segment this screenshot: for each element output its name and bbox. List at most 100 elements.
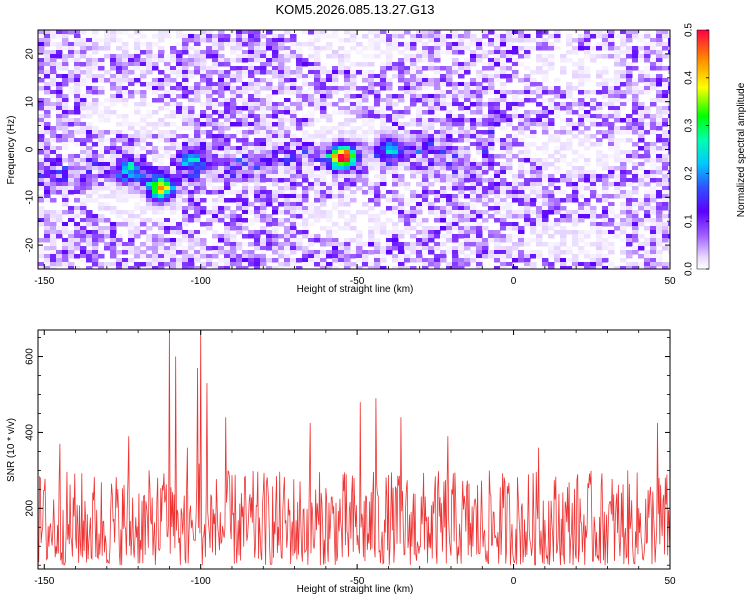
heatmap-cell	[548, 42, 555, 47]
heatmap-cell	[284, 126, 291, 131]
heatmap-cell	[38, 38, 45, 43]
heatmap-cell	[212, 154, 219, 159]
heatmap-cell	[542, 202, 549, 207]
heatmap-cell	[332, 178, 339, 183]
heatmap-cell	[386, 34, 393, 39]
heatmap-cell	[320, 94, 327, 99]
heatmap-cell	[446, 206, 453, 211]
heatmap-cell	[428, 110, 435, 115]
heatmap-cell	[578, 78, 585, 83]
heatmap-cell	[602, 82, 609, 87]
heatmap-cell	[236, 98, 243, 103]
heatmap-cell	[92, 166, 99, 171]
heatmap-cell	[572, 70, 579, 75]
heatmap-cell	[530, 134, 537, 139]
heatmap-cell	[80, 134, 87, 139]
heatmap-cell	[632, 186, 639, 191]
heatmap-cell	[500, 42, 507, 47]
heatmap-cell	[410, 82, 417, 87]
heatmap-cell	[188, 186, 195, 191]
heatmap-cell	[296, 54, 303, 59]
heatmap-cell	[368, 250, 375, 255]
heatmap-cell	[518, 250, 525, 255]
heatmap-cell	[434, 86, 441, 91]
heatmap-cell	[260, 214, 267, 219]
heatmap-cell	[530, 186, 537, 191]
heatmap-cell	[362, 158, 369, 163]
heatmap-cell	[374, 90, 381, 95]
heatmap-cell	[380, 50, 387, 55]
heatmap-cell	[224, 106, 231, 111]
heatmap-cell	[134, 170, 141, 175]
heatmap-cell	[404, 122, 411, 127]
heatmap-cell	[500, 222, 507, 227]
heatmap-cell	[572, 262, 579, 267]
heatmap-cell	[230, 78, 237, 83]
heatmap-cell	[398, 250, 405, 255]
heatmap-cell	[290, 230, 297, 235]
heatmap-cell	[530, 110, 537, 115]
heatmap-cell	[518, 78, 525, 83]
heatmap-cell	[44, 34, 51, 39]
heatmap-cell	[332, 74, 339, 79]
heatmap-cell	[440, 102, 447, 107]
heatmap-cell	[638, 198, 645, 203]
heatmap-cell	[584, 102, 591, 107]
heatmap-cell	[410, 58, 417, 63]
heatmap-cell	[224, 170, 231, 175]
heatmap-cell	[524, 46, 531, 51]
heatmap-cell	[632, 230, 639, 235]
heatmap-cell	[374, 198, 381, 203]
heatmap-cell	[410, 142, 417, 147]
heatmap-cell	[560, 142, 567, 147]
heatmap-cell	[122, 134, 129, 139]
heatmap-cell	[200, 130, 207, 135]
heatmap-cell	[206, 90, 213, 95]
heatmap-cell	[170, 50, 177, 55]
heatmap-cell	[350, 126, 357, 131]
heatmap-cell	[452, 30, 459, 35]
heatmap-cell	[140, 70, 147, 75]
heatmap-cell	[506, 58, 513, 63]
heatmap-cell	[644, 154, 651, 159]
heatmap-cell	[260, 218, 267, 223]
heatmap-cell	[590, 182, 597, 187]
heatmap-cell	[536, 90, 543, 95]
heatmap-cell	[182, 238, 189, 243]
heatmap-cell	[398, 262, 405, 267]
heatmap-cell	[140, 230, 147, 235]
heatmap-cell	[638, 38, 645, 43]
heatmap-cell	[422, 30, 429, 35]
heatmap-cell	[68, 182, 75, 187]
heatmap-cell	[560, 118, 567, 123]
heatmap-cell	[434, 206, 441, 211]
heatmap-cell	[302, 130, 309, 135]
heatmap-cell	[494, 166, 501, 171]
heatmap-cell	[470, 122, 477, 127]
heatmap-cell	[512, 66, 519, 71]
heatmap-cell	[650, 198, 657, 203]
heatmap-cell	[374, 150, 381, 155]
heatmap-cell	[650, 250, 657, 255]
heatmap-cell	[668, 234, 670, 239]
heatmap-cell	[584, 138, 591, 143]
heatmap-cell	[572, 102, 579, 107]
heatmap-cell	[458, 86, 465, 91]
heatmap-cell	[470, 94, 477, 99]
heatmap-cell	[158, 30, 165, 35]
heatmap-cell	[308, 254, 315, 259]
heatmap-cell	[386, 134, 393, 139]
heatmap-cell	[110, 58, 117, 63]
heatmap-cell	[44, 234, 51, 239]
heatmap-cell	[554, 202, 561, 207]
heatmap-cell	[464, 66, 471, 71]
heatmap-cell	[650, 246, 657, 251]
heatmap-cell	[392, 170, 399, 175]
heatmap-cell	[266, 42, 273, 47]
heatmap-cell	[266, 138, 273, 143]
heatmap-cell	[92, 150, 99, 155]
heatmap-cell	[392, 122, 399, 127]
heatmap-cell	[116, 130, 123, 135]
heatmap-cell	[338, 182, 345, 187]
heatmap-cell	[68, 162, 75, 167]
